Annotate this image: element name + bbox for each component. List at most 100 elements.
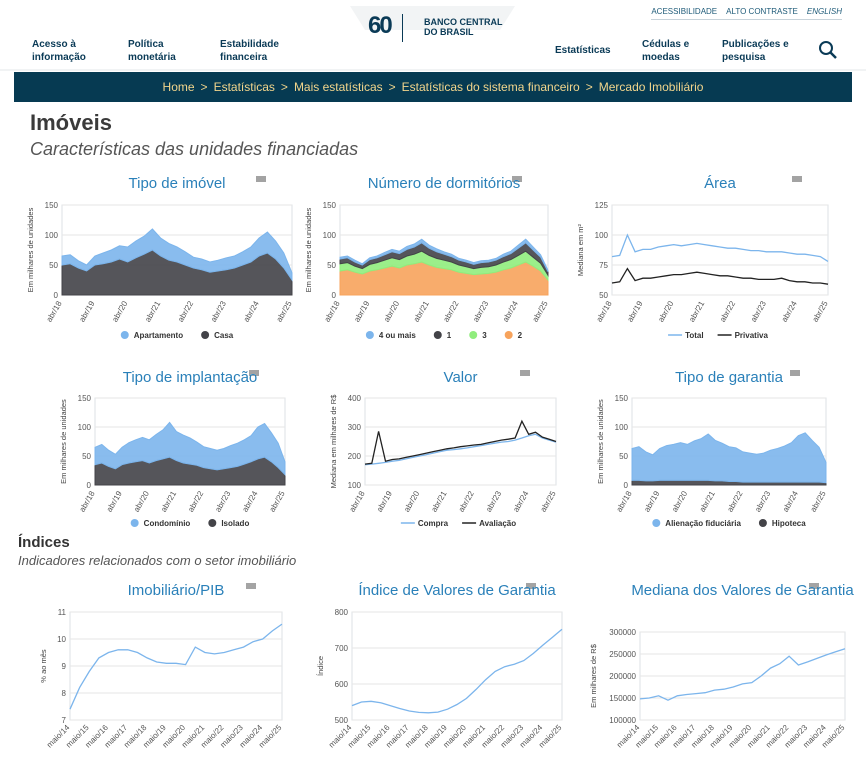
x-tick-label: abr/23 xyxy=(484,489,503,514)
link[interactable]: ENGLISH xyxy=(806,7,842,16)
nav-item[interactable]: Política monetária xyxy=(128,39,176,63)
x-tick-label: abr/21 xyxy=(412,299,431,324)
y-tick-label: 400 xyxy=(348,394,362,403)
x-tick-label: abr/22 xyxy=(441,299,460,324)
breadcrumb-item[interactable]: Mercado Imobiliário xyxy=(598,80,704,94)
x-tick-label: abr/18 xyxy=(323,299,342,324)
link[interactable]: ACESSIBILIDADE xyxy=(651,7,718,16)
x-tick-label: abr/25 xyxy=(539,489,558,514)
search-icon-handle xyxy=(829,51,837,59)
x-tick-label: abr/22 xyxy=(457,489,476,514)
y-tick-label: 50 xyxy=(327,261,336,270)
y-tick-label: 150 xyxy=(323,201,337,210)
y-axis-title: Índice xyxy=(316,656,325,676)
chart-title: Área xyxy=(704,175,736,192)
x-tick-label: abr/21 xyxy=(687,299,706,324)
y-tick-label: 100 xyxy=(348,481,362,490)
y-tick-label: 0 xyxy=(624,481,629,490)
legend-label: Condomínio xyxy=(144,519,191,528)
x-tick-label: abr/20 xyxy=(402,489,421,514)
section-subtitle: Indicadores relacionados com o setor imo… xyxy=(18,553,297,568)
area-series xyxy=(61,228,293,282)
x-tick-label: abr/25 xyxy=(268,489,287,514)
breadcrumb-item[interactable]: Estatísticas xyxy=(213,80,275,94)
chart-title: Número de dormitórios xyxy=(367,175,521,192)
search-icon[interactable] xyxy=(819,41,833,55)
x-tick-label: abr/25 xyxy=(809,489,828,514)
logo-text[interactable]: BANCO CENTRAL DO BRASIL xyxy=(424,17,503,37)
legend-marker xyxy=(120,331,129,339)
nav-item[interactable]: Acesso à informação xyxy=(32,39,86,63)
legend-marker xyxy=(365,331,374,339)
line-series xyxy=(351,628,563,714)
logo-divider xyxy=(402,14,403,42)
legend-label: Casa xyxy=(214,331,234,340)
y-tick-label: 8 xyxy=(62,689,67,698)
legend-marker xyxy=(208,519,217,527)
breadcrumb-separator: > xyxy=(280,80,288,94)
link[interactable]: ALTO CONTRASTE xyxy=(726,7,798,16)
line-series xyxy=(639,648,846,701)
legend-label: 3 xyxy=(482,331,487,340)
line-series xyxy=(611,233,829,262)
section-title: Índices xyxy=(18,534,70,551)
legend-label: Avaliação xyxy=(479,519,516,528)
area-series xyxy=(339,238,549,272)
nav-item[interactable]: Estatísticas xyxy=(555,45,611,56)
x-tick-label: abr/24 xyxy=(242,299,261,324)
x-tick-label: abr/24 xyxy=(511,489,530,514)
y-tick-label: 200000 xyxy=(609,672,636,681)
area-series xyxy=(631,432,827,484)
x-tick-label: abr/24 xyxy=(501,299,520,324)
y-axis-title: Em milhares de unidades xyxy=(596,399,605,484)
legend: Condomínio Isolado xyxy=(130,519,249,528)
chart-title: Mediana dos Valores de Garantia xyxy=(631,582,854,599)
legend-marker xyxy=(433,331,442,339)
x-tick-label: abr/23 xyxy=(213,489,232,514)
breadcrumb-item[interactable]: Mais estatísticas xyxy=(293,80,383,94)
x-tick-label: abr/19 xyxy=(105,489,124,514)
x-tick-label: abr/24 xyxy=(240,489,259,514)
x-tick-label: abr/21 xyxy=(698,489,717,514)
legend-label: Apartamento xyxy=(134,331,183,340)
legend-label: Alienação fiduciária xyxy=(665,519,741,528)
y-tick-label: 100 xyxy=(595,231,609,240)
legend-label: 1 xyxy=(447,331,452,340)
logo-badge: 60 xyxy=(368,12,393,39)
y-tick-label: 100 xyxy=(78,423,92,432)
x-tick-label: abr/25 xyxy=(275,299,294,324)
legend-marker xyxy=(130,519,139,527)
line-series xyxy=(611,267,829,285)
chart-title: Tipo de imóvel xyxy=(128,175,226,192)
x-tick-label: abr/18 xyxy=(595,299,614,324)
top-links: ACESSIBILIDADE ALTO CONTRASTE ENGLISH xyxy=(651,7,842,20)
breadcrumb-separator: > xyxy=(388,80,396,94)
breadcrumb-item[interactable]: Home xyxy=(162,80,195,94)
y-tick-label: 125 xyxy=(595,201,609,210)
y-tick-label: 300000 xyxy=(609,628,636,637)
x-tick-label: abr/19 xyxy=(77,299,96,324)
y-axis-title: Mediana em m² xyxy=(576,223,585,276)
area-series xyxy=(94,421,286,476)
y-axis-title: Em milhares de unidades xyxy=(59,399,68,484)
nav-item[interactable]: Publicações e pesquisa xyxy=(722,39,789,63)
x-tick-label: abr/23 xyxy=(471,299,490,324)
x-tick-label: abr/23 xyxy=(209,299,228,324)
y-tick-label: 700 xyxy=(335,644,349,653)
x-tick-label: abr/18 xyxy=(615,489,634,514)
x-tick-label: abr/22 xyxy=(186,489,205,514)
breadcrumb-item[interactable]: Estatísticas do sistema financeiro xyxy=(401,80,580,94)
legend: 4 ou mais 1 3 2 xyxy=(365,331,523,340)
x-tick-label: abr/19 xyxy=(642,489,661,514)
x-tick-label: abr/21 xyxy=(159,489,178,514)
line-series xyxy=(364,419,557,465)
logo-tab xyxy=(350,6,515,30)
nav-item[interactable]: Cédulas e moedas xyxy=(642,39,690,63)
nav-item[interactable]: Estabilidade financeira xyxy=(220,39,279,63)
page-title: Imóveis xyxy=(30,110,112,135)
y-tick-label: 7 xyxy=(62,716,67,725)
y-axis-title: Em milhares de unidades xyxy=(26,207,35,292)
legend: Compra Avaliação xyxy=(400,519,516,528)
x-tick-label: abr/18 xyxy=(45,299,64,324)
